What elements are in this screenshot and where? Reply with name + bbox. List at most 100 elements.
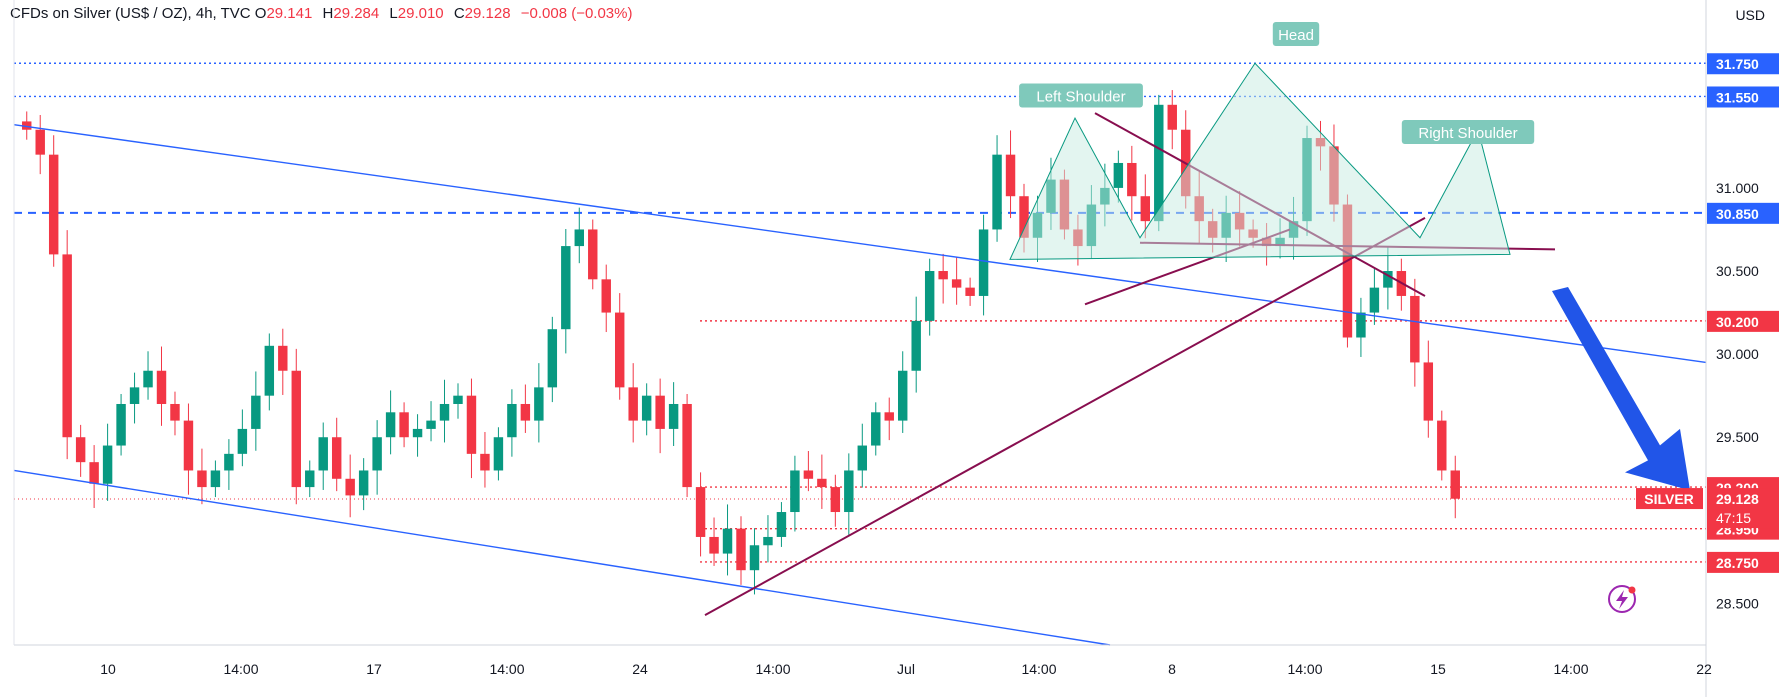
low-label: L — [389, 5, 398, 22]
candle — [561, 246, 571, 330]
head-shoulders-pattern — [1009, 62, 1511, 260]
x-tick-label: 14:00 — [489, 661, 524, 677]
candle — [722, 528, 733, 554]
candle — [817, 478, 827, 488]
candle — [695, 487, 706, 537]
open-value: 29.141 — [266, 5, 313, 22]
candle — [938, 271, 948, 280]
candle — [264, 345, 275, 396]
low-value: 29.010 — [397, 5, 444, 22]
candle — [1167, 104, 1177, 130]
candle — [1369, 287, 1380, 313]
close-label: C — [453, 5, 465, 22]
right-shoulder-label: Right Shoulder — [1418, 125, 1517, 142]
price-level-label: 30.200 — [1716, 314, 1759, 330]
left-shoulder-label-bg — [1019, 83, 1143, 108]
rising-support-line — [704, 216, 1426, 616]
candle — [197, 470, 207, 488]
candle — [709, 536, 719, 554]
candle — [992, 154, 1002, 230]
y-tick-label: 30.000 — [1716, 346, 1759, 362]
lightning-bolt-icon — [1616, 590, 1628, 609]
x-tick-label: 14:00 — [223, 661, 258, 677]
candle — [426, 420, 436, 429]
candle — [291, 370, 301, 488]
price-level-badge — [1707, 551, 1779, 573]
candle — [224, 453, 234, 471]
head-label: Head — [1278, 27, 1314, 44]
candle — [237, 428, 248, 454]
head-label-bg — [1272, 21, 1320, 46]
candle — [1154, 104, 1164, 222]
candle — [507, 403, 517, 438]
lower-trendline — [13, 469, 1111, 646]
left-shoulder-label: Left Shoulder — [1036, 88, 1125, 105]
price-level-badge — [1707, 53, 1779, 75]
candle — [965, 287, 975, 296]
candle — [1019, 196, 1029, 238]
candle — [951, 279, 962, 288]
x-tick-label: 22 — [1696, 661, 1712, 677]
x-tick-label: 14:00 — [1553, 661, 1588, 677]
y-tick-label: 28.500 — [1716, 595, 1759, 611]
candle — [682, 403, 692, 488]
last-price-label: 29.128 — [1716, 491, 1759, 507]
candle — [1437, 420, 1447, 471]
candle — [1005, 154, 1016, 197]
candle — [871, 412, 881, 446]
x-tick-label: 10 — [100, 661, 116, 677]
price-level-label: 31.550 — [1716, 89, 1759, 105]
x-tick-label: 14:00 — [1021, 661, 1056, 677]
symbol-tag-label: SILVER — [1644, 491, 1694, 507]
alert-dot-icon — [1628, 586, 1636, 594]
y-tick-label: 29.500 — [1716, 429, 1759, 445]
candle — [331, 437, 342, 479]
candle — [453, 395, 463, 404]
x-tick-label: 8 — [1168, 661, 1176, 677]
x-tick-label: 14:00 — [755, 661, 790, 677]
candle — [129, 387, 140, 404]
candle — [466, 395, 477, 454]
candle — [62, 254, 72, 438]
candle — [278, 345, 288, 371]
candle — [978, 229, 989, 296]
candle — [790, 470, 800, 513]
price-level-badge — [1707, 310, 1779, 332]
candle — [884, 412, 894, 421]
candle — [345, 478, 355, 496]
last-price-badge — [1707, 488, 1779, 529]
candle — [857, 445, 868, 471]
candle — [35, 129, 45, 155]
change-value: −0.008 (−0.03%) — [520, 5, 633, 22]
candle — [898, 370, 908, 421]
candle — [547, 329, 558, 388]
symbol-name[interactable]: CFDs on Silver (US$ / OZ), 4h, TVC — [10, 5, 251, 22]
candle — [588, 229, 598, 280]
x-tick-label: 14:00 — [1287, 661, 1322, 677]
candle — [1140, 196, 1151, 222]
price-level-badge — [1707, 202, 1779, 224]
candle — [1423, 362, 1434, 421]
candle — [22, 121, 32, 130]
candle — [776, 512, 787, 537]
candle — [830, 487, 841, 513]
x-tick-label: 17 — [366, 661, 382, 677]
candle — [911, 320, 921, 371]
candle — [358, 470, 369, 496]
candle — [1450, 470, 1460, 499]
candle — [1342, 204, 1353, 338]
candle — [75, 437, 86, 463]
candle — [480, 453, 490, 471]
candle — [1410, 295, 1420, 363]
currency-button[interactable]: USD — [1735, 7, 1765, 23]
candle — [614, 312, 625, 388]
open-label: O — [254, 5, 267, 22]
candle — [628, 387, 638, 421]
high-value: 29.284 — [333, 5, 380, 22]
candle — [763, 536, 773, 546]
candle — [372, 437, 382, 471]
candle — [1113, 162, 1124, 188]
candle — [641, 395, 652, 421]
candle — [251, 395, 261, 429]
